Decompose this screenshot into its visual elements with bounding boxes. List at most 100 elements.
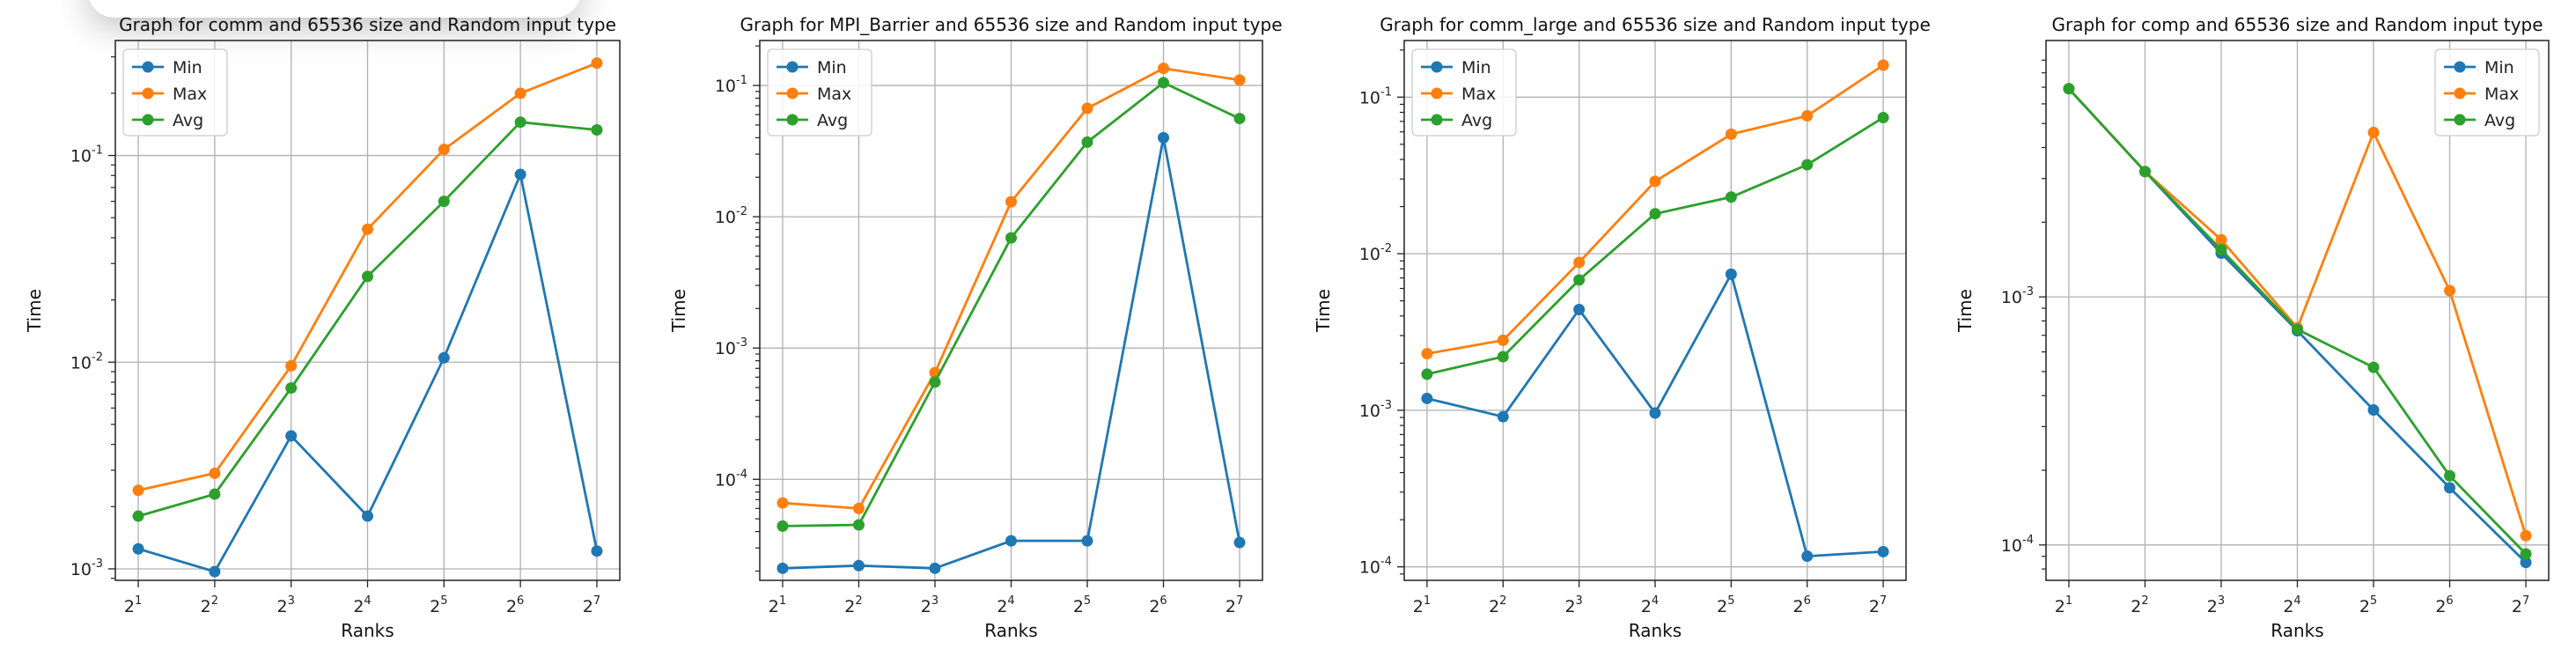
data-point-min xyxy=(514,168,526,181)
data-point-min xyxy=(1005,535,1017,547)
data-point-avg xyxy=(591,123,603,136)
data-point-min xyxy=(2444,482,2456,494)
data-point-min xyxy=(2367,404,2380,417)
data-point-avg xyxy=(362,270,373,283)
x-tick-label: 26 xyxy=(2435,594,2453,616)
y-tick-label: 10-3 xyxy=(2001,285,2034,307)
data-point-max xyxy=(1801,110,1814,122)
data-point-avg xyxy=(852,519,865,531)
data-point-max xyxy=(1877,59,1889,71)
x-tick-label: 27 xyxy=(2512,594,2529,616)
data-point-max xyxy=(1573,256,1586,269)
legend-marker-max xyxy=(2454,87,2466,100)
x-axis-label: Ranks xyxy=(984,620,1037,641)
y-axis-label: Time xyxy=(24,289,45,333)
data-point-max xyxy=(285,359,298,372)
data-point-avg xyxy=(1649,208,1661,220)
data-point-min xyxy=(776,562,789,574)
data-point-avg xyxy=(1005,232,1017,244)
y-tick-label: 10-4 xyxy=(715,468,747,490)
y-axis-label: Time xyxy=(1313,289,1334,333)
x-tick-label: 27 xyxy=(1869,594,1887,616)
legend-label-max: Max xyxy=(1461,85,1496,104)
data-point-avg xyxy=(1158,77,1170,89)
data-point-min xyxy=(929,562,941,574)
legend-label-avg: Avg xyxy=(1461,111,1492,130)
x-tick-label: 21 xyxy=(124,594,142,616)
legend-label-avg: Avg xyxy=(173,111,203,130)
legend-marker-min xyxy=(2454,61,2466,73)
data-point-min xyxy=(1233,536,1246,549)
data-point-max xyxy=(1005,196,1017,208)
x-tick-label: 23 xyxy=(1564,594,1582,616)
x-tick-label: 21 xyxy=(769,594,786,616)
data-point-max xyxy=(1081,102,1093,114)
data-point-avg xyxy=(1801,159,1814,171)
x-tick-label: 25 xyxy=(430,594,447,616)
data-point-min xyxy=(1421,392,1433,404)
y-tick-label: 10-2 xyxy=(70,350,103,373)
data-point-max xyxy=(362,223,373,235)
x-axis-label: Ranks xyxy=(2271,620,2323,641)
x-tick-label: 22 xyxy=(2131,594,2148,616)
x-tick-label: 25 xyxy=(1073,594,1091,616)
data-point-min xyxy=(1158,131,1170,144)
data-point-avg xyxy=(514,116,526,129)
x-tick-label: 24 xyxy=(1641,594,1659,616)
data-point-avg xyxy=(1725,191,1737,203)
x-tick-label: 27 xyxy=(583,594,600,616)
x-tick-label: 27 xyxy=(1225,594,1243,616)
plot-area: 21 22 23 24 25 26 27 10-4 10-3 10-2 10-1 xyxy=(1359,40,1907,616)
x-tick-label: 23 xyxy=(921,594,938,616)
x-tick-label: 22 xyxy=(1489,594,1506,616)
y-tick-label: 10-1 xyxy=(715,74,747,96)
legend-marker-max xyxy=(1431,87,1443,100)
x-tick-label: 21 xyxy=(2055,594,2072,616)
data-point-min xyxy=(2520,557,2532,569)
data-point-min xyxy=(1801,550,1814,563)
data-point-max xyxy=(2367,126,2380,138)
x-tick-label: 25 xyxy=(1717,594,1734,616)
chart-title: Graph for comm and 65536 size and Random… xyxy=(119,14,616,35)
x-axis-label: Ranks xyxy=(341,620,394,641)
legend-marker-avg xyxy=(1431,114,1443,126)
x-tick-label: 25 xyxy=(2359,594,2377,616)
x-tick-label: 26 xyxy=(1149,594,1167,616)
data-point-max xyxy=(1497,334,1509,346)
data-point-min xyxy=(1649,407,1661,419)
data-point-avg xyxy=(2138,166,2151,178)
data-point-avg xyxy=(2520,548,2532,560)
data-point-min xyxy=(1725,268,1737,280)
y-tick-label: 10-1 xyxy=(70,144,103,166)
data-point-max xyxy=(1421,348,1433,360)
chart-title: Graph for comm_large and 65536 size and … xyxy=(1380,14,1931,35)
data-point-avg xyxy=(1877,112,1889,124)
legend-marker-avg xyxy=(786,114,799,126)
legend-marker-min xyxy=(142,61,154,73)
x-tick-label: 26 xyxy=(506,594,524,616)
data-point-min xyxy=(285,430,298,442)
legend-label-min: Min xyxy=(817,58,847,77)
data-point-avg xyxy=(1421,368,1433,380)
data-point-avg xyxy=(1573,274,1586,286)
data-point-max xyxy=(438,144,450,156)
data-point-avg xyxy=(2444,469,2456,482)
data-point-min xyxy=(132,542,144,555)
legend-label-max: Max xyxy=(2484,85,2519,104)
legend-marker-min xyxy=(786,61,799,73)
x-tick-label: 24 xyxy=(2283,594,2300,616)
data-point-avg xyxy=(2292,323,2303,336)
y-axis-label: Time xyxy=(1954,289,1976,333)
data-point-min xyxy=(438,351,450,364)
data-point-max xyxy=(1725,128,1737,140)
legend-marker-avg xyxy=(2454,114,2466,126)
legend: Min Max Avg xyxy=(767,48,872,136)
data-point-max xyxy=(852,502,865,514)
plot-area: 21 22 23 24 25 26 27 10-4 10-3 xyxy=(2001,40,2550,616)
y-axis-label: Time xyxy=(668,289,689,333)
data-point-avg xyxy=(438,196,450,208)
legend-label-avg: Avg xyxy=(817,111,848,130)
